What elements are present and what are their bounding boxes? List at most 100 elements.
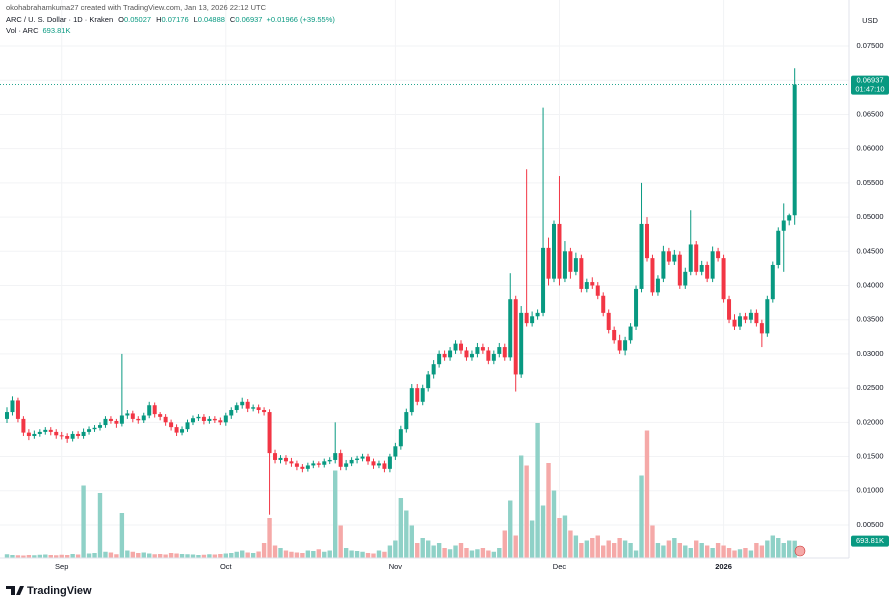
volume-bar [360, 551, 365, 558]
volume-bar [486, 550, 491, 558]
volume-bar [529, 520, 535, 558]
volume-bar [447, 549, 453, 558]
volume-bar [409, 525, 414, 558]
candle-body [273, 453, 278, 460]
candle-body [229, 410, 234, 416]
candle-body [180, 429, 185, 433]
candle-body [623, 340, 628, 351]
volume-bar [327, 550, 332, 558]
volume-bar [611, 543, 617, 558]
volume-bar [147, 553, 152, 558]
volume-bar [754, 543, 759, 558]
legend-part: C [230, 15, 236, 24]
y-tick-label: 0.01500 [856, 452, 883, 461]
candle-body [590, 282, 595, 286]
candle-body [382, 463, 387, 469]
y-tick-label: 0.05000 [856, 212, 883, 221]
candle-body [223, 415, 228, 423]
candle-body [311, 463, 316, 466]
candle-body [108, 418, 113, 421]
volume-bar [114, 554, 119, 558]
volume-bar [721, 545, 726, 558]
candle-body [437, 353, 442, 365]
volume-bar [699, 543, 704, 558]
volume-bar [776, 538, 781, 558]
candle-body [15, 400, 20, 419]
volume-bar [715, 543, 721, 558]
volume-bar [781, 543, 786, 558]
volume-bar [152, 554, 157, 558]
volume-bar [633, 550, 639, 558]
candle-body [333, 453, 338, 460]
credit: okohabrahamkuma27 created with TradingVi… [6, 3, 267, 12]
volume-bar [305, 550, 311, 558]
candle-body [158, 414, 163, 417]
candle-body [601, 295, 606, 313]
legend-part: 0.05027 [124, 15, 151, 24]
candle-body [322, 461, 327, 465]
candle-body [606, 312, 611, 330]
volume-bar [267, 518, 272, 558]
volume-bar [765, 540, 770, 558]
candle-body [251, 407, 256, 409]
candle-body [655, 278, 660, 293]
currency-label[interactable]: USD [862, 16, 878, 25]
volume-bar [595, 535, 600, 558]
candle-body [710, 251, 715, 279]
candle-body [448, 350, 453, 358]
candle-body [262, 410, 267, 413]
volume-bar [787, 540, 792, 558]
volume-tag [851, 535, 889, 547]
candle-body [305, 465, 310, 469]
candle-body [70, 433, 75, 439]
candle-body [387, 456, 392, 469]
candle-body [666, 251, 671, 262]
volume-bar [518, 455, 524, 558]
volume-bar [130, 551, 136, 558]
volume-bar [464, 548, 469, 558]
candle-body [97, 425, 102, 428]
candle-body [87, 429, 92, 432]
candle-body [743, 316, 748, 320]
legend-part: 0.07176 [162, 15, 189, 24]
volume-bar [338, 525, 343, 558]
candle-body [26, 432, 31, 437]
volume-bar [677, 543, 683, 558]
volume-bar [683, 545, 688, 558]
volume-bar [322, 551, 327, 558]
candle-body [174, 427, 179, 433]
volume-bar [349, 550, 354, 558]
volume-bar [179, 554, 185, 558]
candle-body [360, 456, 365, 459]
candle-body [212, 418, 217, 421]
volume-bar [157, 554, 163, 558]
candle-body [289, 461, 294, 464]
volume-legend: Vol · ARC 693.81K [6, 26, 70, 35]
volume-bar [546, 463, 551, 558]
candle-body [737, 316, 742, 327]
candle-body [634, 288, 639, 327]
volume-bar [655, 543, 661, 558]
legend-part: +0.01966 (+39.55%) [266, 15, 335, 24]
candle-body [316, 463, 321, 465]
candle-body [716, 251, 721, 259]
candle-body [393, 446, 398, 457]
candle-body [748, 312, 753, 320]
candle-body [65, 436, 70, 439]
legend-part: L [194, 15, 198, 24]
volume-bar [300, 553, 305, 558]
candle-body [327, 459, 332, 462]
volume-bar [333, 470, 338, 558]
candle-body [130, 413, 135, 419]
volume-bar [491, 551, 497, 558]
volume-bar [590, 538, 595, 558]
volume-bar [223, 553, 228, 558]
candle-body [103, 418, 108, 426]
volume-bar [37, 554, 43, 558]
volume-bar [661, 545, 666, 558]
volume-bar [43, 554, 48, 558]
price-tag-countdown: 01:47:10 [855, 85, 884, 94]
volume-bar [469, 550, 475, 558]
legend: ARC / U. S. Dollar · 1D · Kraken O0.05027… [6, 15, 335, 35]
